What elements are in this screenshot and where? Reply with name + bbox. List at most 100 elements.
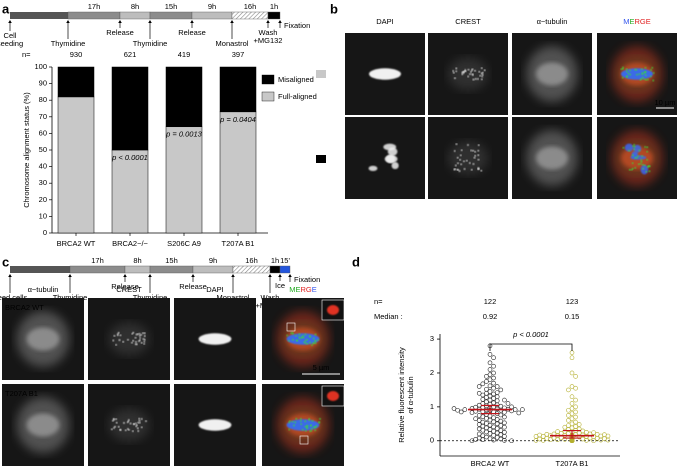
data-point bbox=[576, 422, 582, 427]
kinetochore bbox=[470, 149, 473, 152]
y-tick-label: 1 bbox=[430, 402, 434, 411]
kinetochore bbox=[300, 417, 302, 420]
micrograph bbox=[345, 33, 425, 115]
kinetochore bbox=[454, 77, 456, 80]
kinetochore bbox=[625, 68, 628, 71]
kinetochore bbox=[640, 160, 643, 163]
data-point bbox=[491, 437, 496, 443]
data-point bbox=[455, 407, 460, 413]
data-point bbox=[502, 409, 507, 415]
kinetochore bbox=[470, 71, 472, 73]
data-point bbox=[487, 352, 493, 357]
kinetochore bbox=[119, 334, 122, 337]
kinetochore bbox=[633, 145, 636, 148]
kinetochore bbox=[288, 339, 290, 342]
x-tick-label: T207A B1 bbox=[222, 239, 255, 248]
bar-segment bbox=[57, 96, 95, 234]
column-header: α−tubulin bbox=[28, 285, 59, 294]
data-point bbox=[573, 419, 578, 425]
kinetochore bbox=[463, 168, 466, 170]
micrograph bbox=[174, 384, 256, 466]
data-point bbox=[598, 433, 604, 439]
y-tick-label: 70 bbox=[39, 112, 47, 121]
kinetochore bbox=[138, 421, 141, 424]
data-point bbox=[498, 423, 504, 428]
p-value: p = 0.0404 bbox=[219, 115, 256, 124]
data-point bbox=[484, 374, 489, 379]
arrow-head bbox=[66, 20, 70, 23]
kinetochore bbox=[314, 333, 317, 336]
kinetochore bbox=[457, 162, 459, 165]
x-tick-label: BRCA2 WT bbox=[57, 239, 96, 248]
event-label: Thymidine bbox=[133, 293, 168, 302]
kinetochore bbox=[638, 73, 640, 75]
kinetochore bbox=[314, 426, 317, 428]
arrow-head bbox=[278, 20, 282, 23]
column-header: DAPI bbox=[376, 17, 394, 26]
roi-box bbox=[286, 322, 296, 332]
kinetochore bbox=[138, 340, 140, 342]
sample-size: 123 bbox=[566, 297, 579, 306]
kinetochore bbox=[644, 66, 647, 69]
data-point bbox=[480, 397, 486, 402]
column-header: DAPI bbox=[206, 285, 224, 294]
kinetochore bbox=[142, 332, 144, 335]
cell-signal bbox=[198, 333, 232, 345]
kinetochore bbox=[452, 71, 455, 74]
kinetochore bbox=[308, 418, 311, 420]
data-point bbox=[569, 370, 575, 376]
event-label: Release bbox=[179, 282, 207, 291]
kinetochore bbox=[622, 66, 624, 69]
kinetochore bbox=[460, 149, 463, 152]
data-point bbox=[469, 438, 475, 444]
y-axis-label: Relative fluorescent intensity bbox=[397, 347, 406, 443]
data-point bbox=[462, 407, 468, 412]
data-point bbox=[573, 397, 578, 403]
kinetochore bbox=[477, 168, 480, 171]
kinetochore bbox=[127, 419, 130, 421]
kinetochore bbox=[480, 169, 483, 172]
data-point bbox=[573, 385, 578, 391]
kinetochore bbox=[641, 155, 643, 158]
y-tick-label: 90 bbox=[39, 79, 47, 88]
event-label: Release bbox=[106, 28, 134, 37]
kinetochore bbox=[306, 426, 308, 429]
kinetochore bbox=[302, 334, 304, 337]
kinetochore bbox=[310, 424, 312, 427]
data-point bbox=[498, 418, 504, 424]
kinetochore bbox=[289, 420, 291, 423]
data-point bbox=[494, 435, 500, 440]
data-point bbox=[473, 416, 478, 422]
kinetochore bbox=[472, 163, 475, 165]
kinetochore bbox=[467, 144, 469, 146]
kinetochore bbox=[123, 422, 125, 424]
kinetochore bbox=[636, 73, 638, 76]
data-point bbox=[491, 375, 496, 381]
kinetochore bbox=[630, 168, 633, 171]
p-value: p = 0.0309 bbox=[219, 70, 256, 79]
cell-signal bbox=[108, 322, 150, 356]
y-axis-label: Chromosome alignment status (%) bbox=[22, 92, 31, 208]
data-point bbox=[491, 424, 496, 430]
y-tick-label: 0 bbox=[430, 436, 434, 445]
kinetochore bbox=[629, 73, 632, 76]
kinetochore bbox=[128, 428, 130, 431]
n-label: n= bbox=[22, 50, 31, 59]
data-point bbox=[594, 436, 600, 441]
kinetochore bbox=[309, 341, 311, 344]
kinetochore bbox=[639, 78, 642, 81]
arrow-head bbox=[266, 20, 270, 23]
kinetochore bbox=[479, 74, 482, 77]
kinetochore bbox=[145, 420, 147, 423]
timeline-segment bbox=[267, 11, 281, 20]
kinetochore bbox=[302, 336, 305, 339]
arrow-head bbox=[268, 274, 272, 277]
kinetochore bbox=[636, 156, 638, 159]
kinetochore bbox=[646, 158, 649, 161]
sample-size: 397 bbox=[232, 50, 245, 59]
kinetochore bbox=[650, 69, 652, 71]
kinetochore bbox=[291, 420, 294, 423]
timeline-segment bbox=[67, 11, 121, 20]
data-point bbox=[487, 360, 493, 366]
kinetochore bbox=[643, 164, 646, 167]
